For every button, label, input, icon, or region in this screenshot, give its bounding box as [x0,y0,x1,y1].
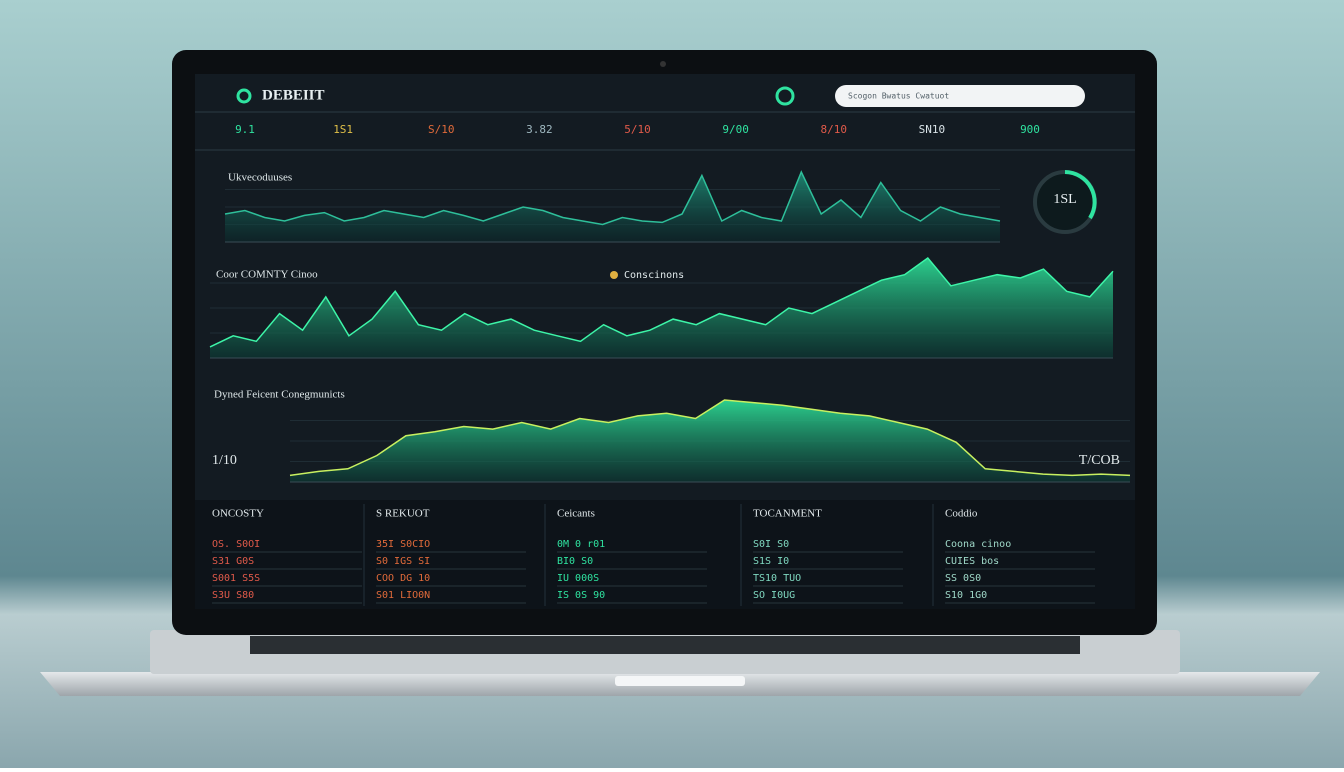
table-cell: Coona cinoo [945,539,1011,550]
area [225,172,1000,242]
left-value: 1/10 [212,453,237,468]
gauge-label: 1SL [1053,192,1076,207]
table-cell: SO I0UG [753,590,795,601]
table-cell: CUIES bos [945,556,999,567]
table-cell: S01 LIO0N [376,590,430,601]
table-cell: BI0 S0 [557,556,593,567]
table-cell: TS10 TUO [753,573,801,584]
table-cell: S0 IGS SI [376,556,430,567]
table-cell: S10 1G0 [945,590,987,601]
kpi-value: S/10 [428,123,455,136]
table-cell: COO DG 10 [376,573,430,584]
kpi-value: 3.82 [526,123,553,136]
table-title: ONCOSTY [212,508,264,520]
kpi-value: 9.1 [235,123,255,136]
table-cell: IU 000S [557,573,599,584]
right-value: T/COB [1079,453,1120,468]
kpi-value: 9/00 [722,123,749,136]
kpi-value: 5/10 [624,123,651,136]
kpi-value: 900 [1020,123,1040,136]
table-title: S REKUOT [376,508,430,520]
area-line [289,399,1131,477]
table-title: TOCANMENT [753,508,822,520]
table-cell: 0M 0 r01 [557,539,605,550]
area-line [209,256,1114,348]
kpi-value: SN10 [919,123,946,136]
legend-dot [610,271,618,279]
touchpad-notch [615,676,745,686]
table-cell: S3U S80 [212,590,254,601]
kpi-value: 1S1 [333,123,353,136]
area [290,400,1130,482]
table-cell: S1S I0 [753,556,789,567]
chart-title: Ukvecoduuses [228,172,292,184]
chart-title: Dyned Feicent Conegmunicts [214,389,345,401]
area-line [224,170,1001,226]
logo [236,88,252,104]
table-title: Ceicants [557,508,595,520]
status-icon [775,86,795,106]
table-cell: S0I S0 [753,539,789,550]
chart-title: Coor COMNTY Cinoo [216,269,318,281]
camera [660,61,666,67]
table-cell: SS 0S0 [945,573,981,584]
search-text: Scogon Bwatus Cwatuot [848,92,949,101]
area [210,258,1113,358]
search-bar[interactable] [835,85,1085,107]
gauge-arc [1064,170,1097,220]
legend-label: Conscinons [624,270,684,281]
table-cell: IS 0S 90 [557,590,605,601]
kpi-value: 8/10 [821,123,848,136]
table-cell: OS. S0OI [212,539,260,550]
table-panel [195,500,1135,609]
table-cell: 35I S0CIO [376,539,430,550]
table-cell: S31 G0S [212,556,254,567]
table-cell: S001 S5S [212,573,260,584]
brand: DEBEIIT [262,87,325,103]
table-title: Coddio [945,508,978,520]
keyboard [250,636,1080,654]
